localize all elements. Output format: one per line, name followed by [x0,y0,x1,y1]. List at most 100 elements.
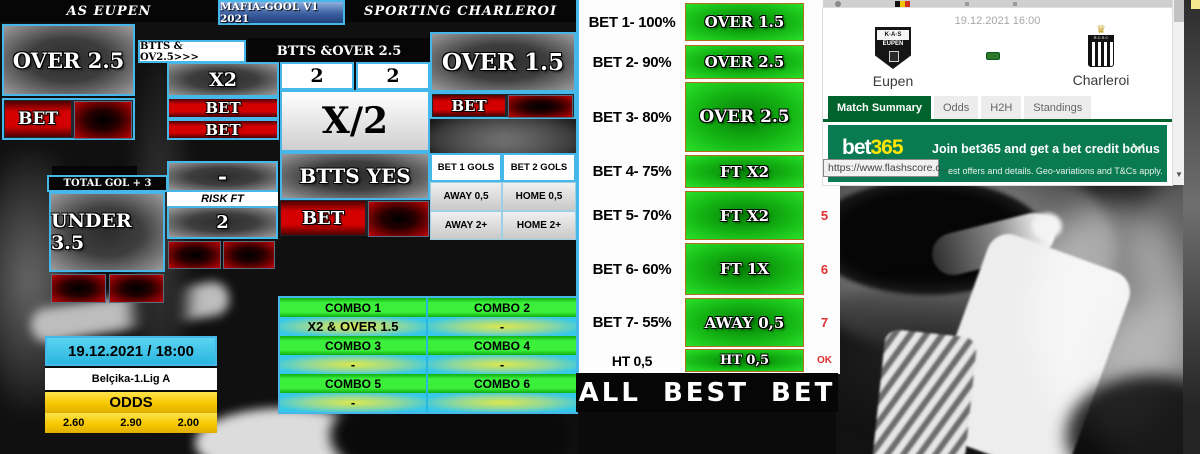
status-url-tooltip: https://www.flashscore.c... [823,159,949,177]
gols-away05-label: AWAY 0,5 [443,191,489,202]
risk-dash-value: - [217,163,228,190]
best-bet-4-text: BET 4- 75% [592,163,672,180]
best-bet-4-label: BET 4- 75% [581,155,683,188]
over15-label: OVER 1.5 [441,48,565,76]
charleroi-badge-band: R.C.S.C [1088,35,1114,41]
tab-match-summary[interactable]: Match Summary [828,96,931,119]
eupen-badge: K·A·S EUPEN [875,27,911,69]
risk-button-2[interactable] [223,241,275,269]
over15-cell: OVER 1.5 [430,32,576,92]
widget-scrollbar[interactable]: ▼ [1172,0,1184,185]
gols-col1-label: BET 1 GOLS [437,162,495,173]
background-photo-right [836,185,1200,454]
scrollbar-thumb[interactable] [1174,0,1184,22]
background-right-edge [1183,0,1200,454]
gols-cell-away2plus[interactable]: AWAY 2+ [430,211,502,240]
under35-button-2[interactable] [109,274,164,303]
widget-datetime: 19.12.2021 16:00 [823,14,1172,28]
btts-yes-bet-button[interactable]: BET [281,201,365,235]
tab-standings[interactable]: Standings [1024,96,1092,119]
home-goals-value: 2 [310,65,324,87]
tab-h2h[interactable]: H2H [981,96,1022,119]
tab-standings-label: Standings [1033,101,1083,114]
tabs-underline [823,119,1172,122]
bet365-logo-bet: bet [842,136,871,159]
btts-yes-bet-secondary-button[interactable] [368,201,429,237]
tab-odds[interactable]: Odds [933,96,979,119]
total-gol-label: TOTAL GOL + 3 [63,178,152,189]
btts-yes-cell: BTTS YES [280,152,430,200]
toolbar-glyph-2 [1013,2,1017,6]
away-team-name[interactable]: Charleroi [1072,72,1130,88]
x2-bet-button-1[interactable]: BET [167,97,279,119]
total-gol-sliver [52,166,137,175]
combo3-header: COMBO 3 [280,336,428,355]
best-bet-1-pick: OVER 1.5 [685,3,804,41]
best-bets-column: BET 1- 100% OVER 1.5 BET 2- 90% OVER 2.5… [576,0,840,374]
over25-bet-row: BET [2,98,135,140]
app-title-label: MAFIA-GOOL V1 2021 [220,0,319,25]
gols-cell-home2plus[interactable]: HOME 2+ [502,211,576,240]
best-bet-3-text: BET 3- 80% [592,108,672,126]
away-team-block[interactable]: ♛ R.C.S.C Charleroi [1063,25,1139,91]
odds-header: ODDS [45,392,217,413]
home-team-name[interactable]: Eupen [872,73,914,89]
best-bet-5-pick: FT X2 [685,191,804,240]
gols-home2plus-label: HOME 2+ [516,220,562,231]
home-team-header-label: AS EUPEN [66,3,152,19]
home-team-block[interactable]: K·A·S EUPEN Eupen [863,27,923,91]
all-best-bet-label: ALL BEST BET [578,377,836,408]
best-bet-1-text: BET 1- 100% [588,13,676,31]
all-best-bet-bar: ALL BEST BET [576,373,838,412]
x2-bet2-label: BET [205,120,241,139]
risk-button-1[interactable] [168,241,221,269]
best-bet-8-pick-label: HT 0,5 [719,353,770,368]
best-bet-6-text: BET 6- 60% [592,260,672,278]
match-datetime-box: 19.12.2021 / 18:00 [45,336,217,366]
combo5-value-label: - [350,395,356,410]
photo-tie [870,328,978,454]
eupen-badge-crest [889,51,899,62]
eupen-badge-name: EUPEN [882,41,904,47]
gols-cell-home05[interactable]: HOME 0,5 [502,182,576,211]
combo4-value: - [428,355,576,374]
bet365-headline: Join bet365 and get a bet credit bonus [932,142,1160,156]
over25-bet-button[interactable]: BET [5,101,71,137]
bet365-headline-text: Join bet365 and get a bet credit bonus [932,142,1160,156]
over25-bet-secondary-button[interactable] [74,101,132,139]
bet365-fine-print: est offers and details. Geo-variations a… [948,166,1163,176]
risk-label-bar: RISK FT [167,192,278,206]
crown-icon: ♛ [1096,24,1106,36]
widget-datetime-text: 19.12.2021 16:00 [954,15,1041,27]
x2-label: X2 [209,68,237,91]
combo-table: COMBO 1 COMBO 2 X2 & OVER 1.5 - COMBO 3 … [278,296,578,414]
odds-draw: 2.90 [120,417,142,429]
over25-label: OVER 2.5 [12,47,125,73]
gols-home05-label: HOME 0,5 [515,191,563,202]
combo1-value: X2 & OVER 1.5 [280,317,428,336]
gols-cell-away05[interactable]: AWAY 0,5 [430,182,502,211]
combo5-value: - [280,393,428,412]
under35-button-1[interactable] [51,274,106,303]
combo2-header: COMBO 2 [428,298,576,317]
best-bet-6-note-text: 6 [820,261,829,277]
best-bet-4-pick-label: FT X2 [719,162,770,181]
best-bet-6-label: BET 6- 60% [581,243,683,295]
best-bet-7-pick-label: AWAY 0,5 [704,313,785,332]
over15-bet-button[interactable]: BET [433,95,505,116]
x2-bet-button-2[interactable]: BET [167,119,279,140]
over15-bet-secondary-button[interactable] [508,95,573,118]
belgium-flag-icon [895,1,910,7]
combo6-label: COMBO 6 [473,376,530,391]
best-bet-5-pick-label: FT X2 [719,206,770,225]
widget-tabs: Match Summary Odds H2H Standings [828,96,1092,119]
btts-over25-bar: BTTS &OVER 2.5 [248,38,430,65]
total-gol-bar: TOTAL GOL + 3 [47,175,168,192]
best-bet-1-pick-label: OVER 1.5 [704,13,785,31]
btts-over25-bar-label: BTTS &OVER 2.5 [276,44,402,59]
btts-ov25-link[interactable]: BTTS & OV2.5>>> [138,40,246,63]
reload-icon[interactable] [835,1,841,7]
over25-cell: OVER 2.5 [2,24,135,96]
best-bet-8-pick: HT 0,5 [685,349,804,372]
scroll-down-button[interactable]: ▼ [1175,169,1183,179]
